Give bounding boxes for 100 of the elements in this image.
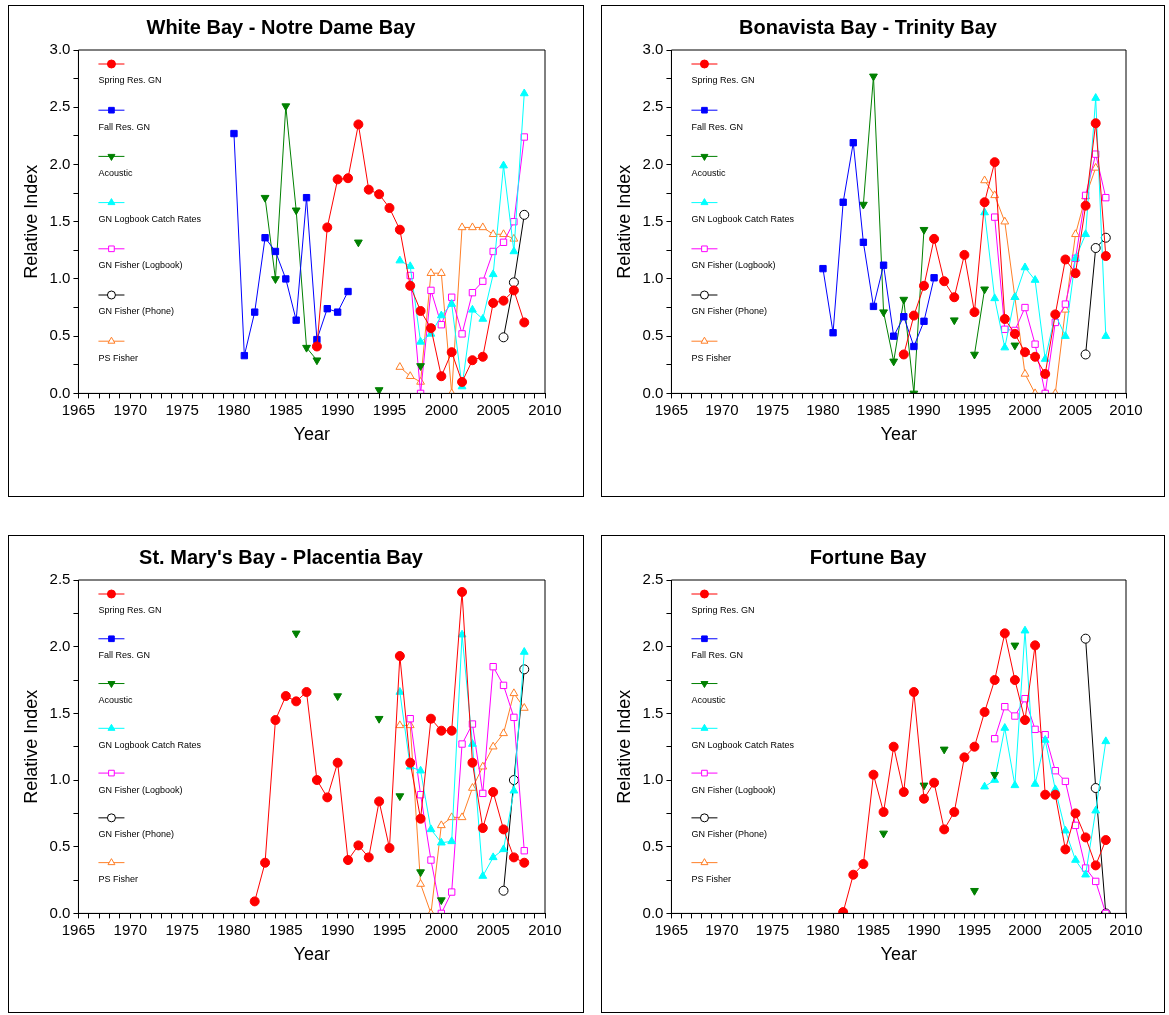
chart-title: Bonavista Bay - Trinity Bay (739, 15, 998, 38)
legend-label: Fall Res. GN (98, 121, 150, 132)
x-tick-label: 2000 (424, 400, 459, 418)
x-tick-label: 2000 (1008, 400, 1042, 418)
y-tick-label: 0.5 (642, 836, 664, 854)
y-tick-label: 2.5 (642, 97, 664, 115)
x-tick-label: 2000 (1008, 920, 1042, 938)
y-tick-label: 0.0 (642, 903, 664, 921)
y-tick-label: 2.5 (49, 97, 71, 115)
legend-label: Fall Res. GN (691, 121, 743, 132)
x-tick-label: 1995 (957, 400, 992, 418)
x-tick-label: 1970 (113, 400, 147, 418)
x-tick-label: 1965 (61, 920, 96, 938)
y-axis-title: Relative Index (20, 689, 41, 804)
x-tick-label: 2010 (528, 920, 562, 938)
x-tick-label: 1965 (654, 920, 689, 938)
x-tick-label: 1970 (113, 920, 147, 938)
y-tick-label: 2.0 (642, 636, 664, 654)
x-tick-label: 1985 (269, 920, 303, 938)
x-tick-label: 2005 (1058, 920, 1093, 938)
y-tick-label: 3.0 (642, 40, 664, 58)
y-tick-label: 0.0 (49, 903, 71, 921)
legend-label: Spring Res. GN (98, 605, 162, 616)
x-tick-label: 1965 (654, 400, 689, 418)
x-tick-label: 1990 (907, 920, 941, 938)
x-tick-label: 1990 (320, 920, 355, 938)
legend-label: GN Logbook Catch Rates (691, 739, 795, 750)
x-tick-label: 1980 (806, 920, 840, 938)
legend-label: Fall Res. GN (98, 650, 150, 661)
y-axis-title: Relative Index (613, 164, 634, 279)
y-tick-label: 1.0 (49, 269, 71, 287)
chart-title: White Bay - Notre Dame Bay (146, 15, 417, 38)
legend-label: Acoustic (98, 167, 133, 178)
y-tick-label: 0.5 (49, 836, 71, 854)
x-tick-label: 2005 (476, 920, 510, 938)
y-tick-label: 1.5 (49, 211, 71, 229)
legend-label: Acoustic (98, 695, 133, 706)
x-tick-label: 1975 (165, 400, 199, 418)
x-tick-label: 1970 (705, 920, 739, 938)
x-tick-label: 2005 (476, 400, 510, 418)
y-axis-title: Relative Index (613, 689, 634, 804)
y-tick-label: 0.0 (642, 383, 664, 401)
y-tick-label: 2.0 (49, 154, 71, 172)
x-tick-label: 2010 (1109, 920, 1143, 938)
x-tick-label: 1970 (705, 400, 739, 418)
y-tick-label: 1.5 (49, 703, 71, 721)
legend-label: Spring Res. GN (691, 605, 755, 616)
x-tick-label: 1980 (806, 400, 840, 418)
x-tick-label: 1965 (61, 400, 96, 418)
x-tick-label: 1975 (165, 920, 199, 938)
x-tick-label: 1975 (755, 920, 790, 938)
legend-label: GN Fisher (Logbook) (691, 784, 776, 795)
x-tick-label: 1990 (907, 400, 941, 418)
x-axis-title: Year (880, 424, 917, 445)
y-tick-label: 1.0 (49, 770, 71, 788)
legend-label: Spring Res. GN (691, 75, 755, 86)
legend-label: Acoustic (691, 167, 726, 178)
legend-label: GN Fisher (Phone) (98, 829, 174, 840)
y-tick-label: 1.0 (642, 770, 664, 788)
x-tick-label: 1995 (372, 400, 407, 418)
y-tick-label: 1.0 (642, 269, 664, 287)
y-tick-label: 0.5 (642, 326, 664, 344)
chart-title: St. Mary's Bay - Placentia Bay (139, 545, 424, 568)
y-tick-label: 2.0 (49, 636, 71, 654)
x-tick-label: 1995 (372, 920, 407, 938)
x-tick-label: 1990 (320, 400, 355, 418)
x-tick-label: 2010 (1109, 400, 1143, 418)
legend-label: GN Logbook Catch Rates (691, 214, 795, 225)
x-tick-label: 1975 (755, 400, 790, 418)
y-tick-label: 0.5 (49, 326, 71, 344)
legend-label: GN Fisher (Phone) (691, 829, 767, 840)
x-tick-label: 1985 (269, 400, 303, 418)
y-tick-label: 0.0 (49, 383, 71, 401)
legend-label: PS Fisher (691, 352, 731, 363)
x-tick-label: 2005 (1058, 400, 1093, 418)
legend-label: GN Fisher (Phone) (98, 306, 174, 317)
chart-title: Fortune Bay (809, 545, 928, 568)
x-tick-label: 1980 (217, 400, 251, 418)
y-tick-label: 2.0 (642, 154, 664, 172)
legend-label: GN Fisher (Logbook) (98, 784, 183, 795)
x-tick-label: 1980 (217, 920, 251, 938)
x-tick-label: 2010 (528, 400, 562, 418)
legend-label: GN Logbook Catch Rates (98, 739, 202, 750)
x-tick-label: 1985 (856, 400, 891, 418)
legend-label: GN Fisher (Logbook) (691, 260, 776, 271)
y-axis-title: Relative Index (20, 164, 41, 279)
y-tick-label: 1.5 (642, 703, 664, 721)
legend-label: PS Fisher (691, 874, 731, 885)
x-tick-label: 1985 (856, 920, 891, 938)
legend-label: GN Logbook Catch Rates (98, 214, 202, 225)
legend-label: PS Fisher (98, 352, 138, 363)
legend-label: Fall Res. GN (691, 650, 743, 661)
x-axis-title: Year (293, 944, 330, 965)
x-axis-title: Year (880, 944, 917, 965)
legend-label: PS Fisher (98, 874, 138, 885)
y-tick-label: 2.5 (49, 570, 71, 588)
legend-label: Spring Res. GN (98, 75, 162, 86)
y-tick-label: 3.0 (49, 40, 71, 58)
x-tick-label: 1995 (957, 920, 992, 938)
legend-label: GN Fisher (Logbook) (98, 260, 183, 271)
